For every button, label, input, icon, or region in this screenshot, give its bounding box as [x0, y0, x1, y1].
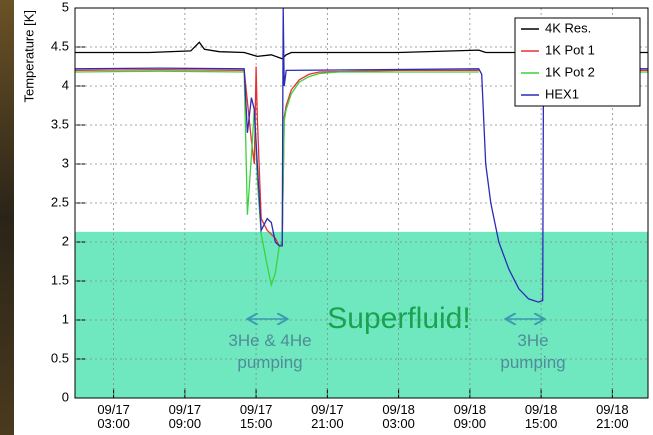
superfluid-band — [75, 231, 648, 398]
annotation: 3He pumping — [500, 331, 566, 372]
plot-frame — [74, 7, 649, 399]
y-axis-label: Temperature [K] — [21, 10, 36, 103]
series-line — [75, 8, 648, 303]
x-tick-label: 09/17 03:00 — [97, 402, 130, 431]
x-tick-label: 09/17 15:00 — [239, 402, 273, 431]
x-tick-label: 09/18 15:00 — [524, 402, 558, 431]
y-tick-label: 2 — [62, 233, 69, 248]
series-line — [75, 41, 648, 60]
x-tick-label: 09/17 21:00 — [311, 402, 344, 431]
legend-label: 4K Res. — [545, 20, 591, 35]
y-tick-label: 0 — [62, 389, 69, 404]
y-tick-label: 4.5 — [51, 38, 69, 53]
y-tick-label: 0.5 — [51, 350, 69, 365]
annotation: Superfluid! — [327, 302, 470, 335]
legend-label: 1K Pot 1 — [545, 42, 595, 57]
y-tick-label: 1 — [62, 311, 69, 326]
legend-label: 1K Pot 2 — [545, 64, 595, 79]
legend-box — [514, 17, 641, 107]
photo-strip — [0, 0, 14, 435]
annotation: 3He & 4He pumping — [228, 331, 312, 372]
y-tick-label: 5 — [62, 0, 69, 14]
y-tick-label: 1.5 — [51, 272, 69, 287]
legend-label: HEX1 — [545, 86, 579, 101]
y-tick-label: 4 — [62, 77, 69, 92]
x-tick-label: 09/18 09:00 — [453, 402, 487, 431]
x-tick-label: 09/18 03:00 — [382, 402, 415, 431]
x-tick-label: 09/18 21:00 — [596, 402, 629, 431]
y-tick-label: 2.5 — [51, 194, 69, 209]
x-tick-label: 09/17 09:00 — [168, 402, 202, 431]
y-tick-label: 3 — [62, 155, 69, 170]
y-tick-label: 3.5 — [51, 116, 69, 131]
